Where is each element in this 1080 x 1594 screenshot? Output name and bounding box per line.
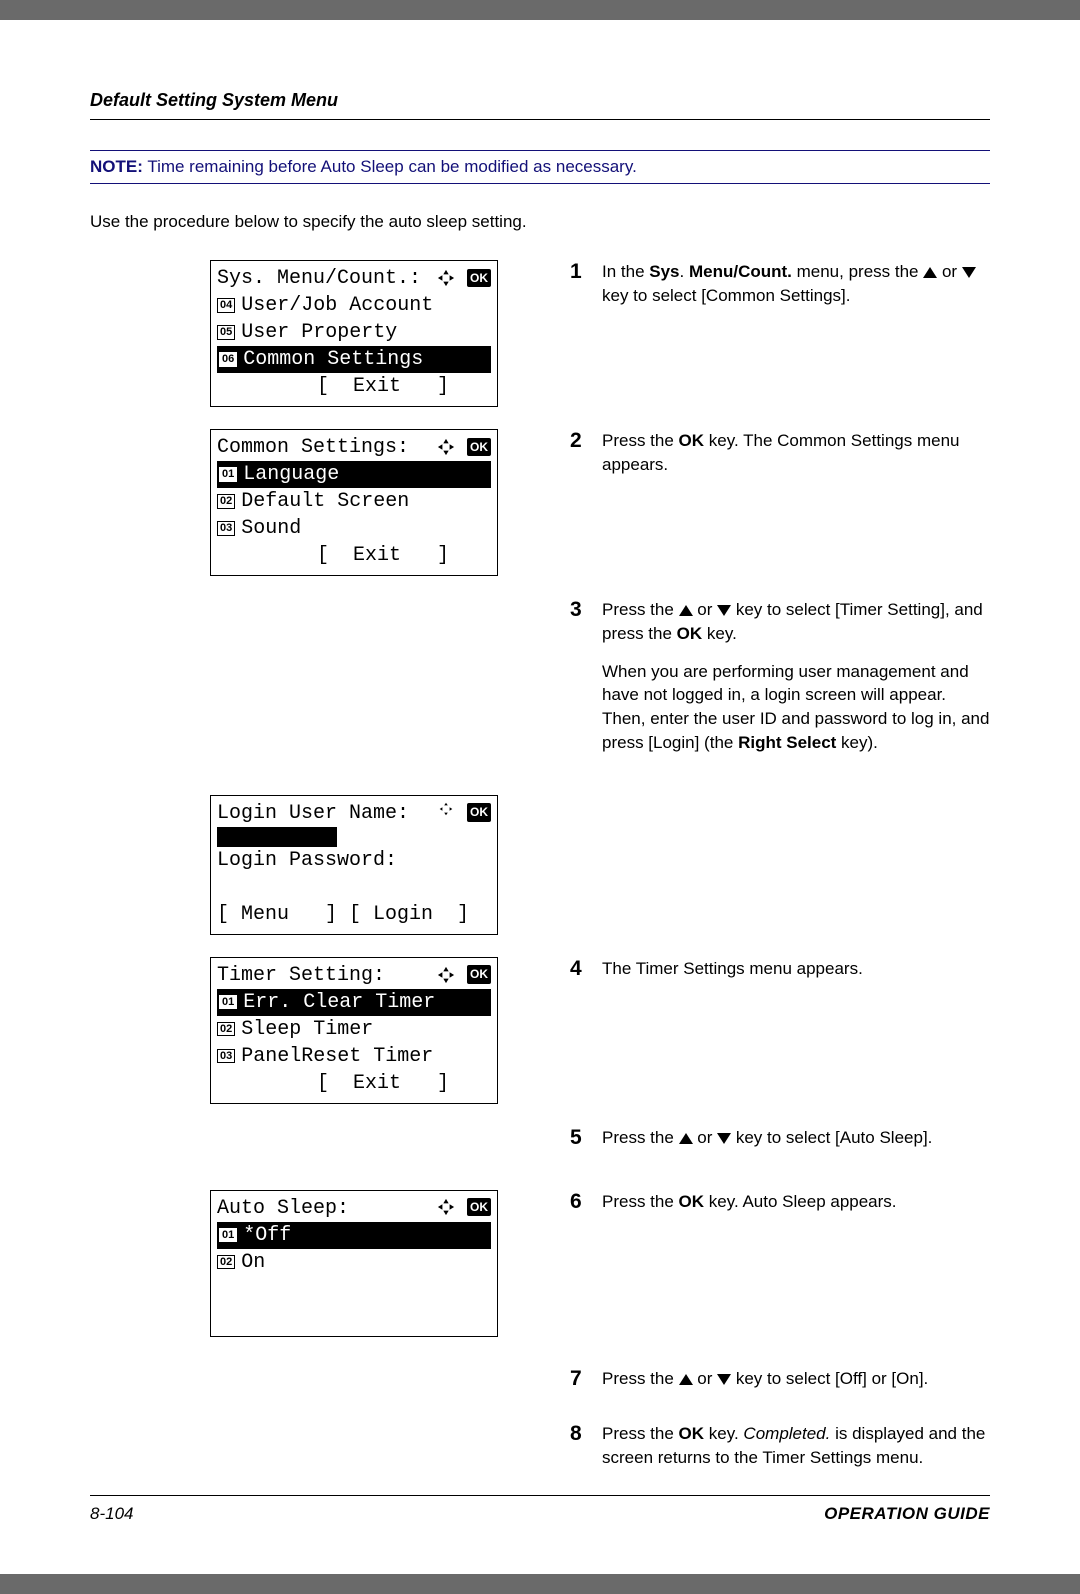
step-num-3: 3	[570, 598, 588, 769]
up-triangle-icon	[679, 1133, 693, 1144]
page-footer: 8-104 OPERATION GUIDE	[90, 1495, 990, 1524]
step-num-1: 1	[570, 260, 588, 322]
lcd1-item3: Common Settings	[243, 346, 423, 373]
step-1-text: In the Sys. Menu/Count. menu, press the …	[602, 260, 990, 322]
step-4-text: The Timer Settings menu appears.	[602, 957, 990, 995]
page-header: Default Setting System Menu	[90, 90, 990, 111]
step-num-5: 5	[570, 1126, 588, 1164]
num-badge: 02	[217, 494, 235, 508]
lcd-login: Login User Name: OK Login Password: [ Me…	[210, 795, 498, 935]
lcd3-pass: Login Password:	[217, 847, 491, 874]
ok-badge: OK	[467, 1198, 491, 1216]
step-8-text: Press the OK key. Completed. is displaye…	[602, 1422, 990, 1484]
step-num-6: 6	[570, 1190, 588, 1228]
note-label: NOTE:	[90, 157, 143, 176]
up-triangle-icon	[679, 605, 693, 616]
up-triangle-icon	[679, 1374, 693, 1385]
manual-page: Default Setting System Menu NOTE: Time r…	[0, 20, 1080, 1574]
num-badge: 05	[217, 325, 235, 339]
footer-guide: OPERATION GUIDE	[824, 1504, 990, 1524]
lcd4-title: Timer Setting:	[217, 962, 385, 989]
ok-badge: OK	[467, 803, 491, 821]
note-rule-bottom	[90, 183, 990, 184]
step-3-text: Press the or key to select [Timer Settin…	[602, 598, 990, 769]
input-cursor	[217, 827, 337, 847]
header-rule	[90, 119, 990, 120]
step-5-text: Press the or key to select [Auto Sleep].	[602, 1126, 990, 1164]
lcd1-exit: [ Exit ]	[217, 373, 491, 400]
step-2-text: Press the OK key. The Common Settings me…	[602, 429, 990, 491]
num-badge: 03	[217, 1049, 235, 1063]
step-num-4: 4	[570, 957, 588, 995]
step-6-text: Press the OK key. Auto Sleep appears.	[602, 1190, 990, 1228]
num-badge: 01	[219, 467, 237, 481]
num-badge: 01	[219, 1228, 237, 1242]
nav-cross-icon	[437, 1198, 455, 1216]
lcd-auto-sleep: Auto Sleep: OK 01 *Off 02 On	[210, 1190, 498, 1337]
lcd-timer-setting: Timer Setting: OK 01 Err. Clear Timer 02 S…	[210, 957, 498, 1104]
lcd5-item1: *Off	[243, 1222, 291, 1249]
num-badge: 03	[217, 521, 235, 535]
lcd-sys-menu: Sys. Menu/Count.: OK 04User/Job Account …	[210, 260, 498, 407]
num-badge: 01	[219, 995, 237, 1009]
num-badge: 02	[217, 1022, 235, 1036]
step-num-7: 7	[570, 1367, 588, 1405]
lcd4-exit: [ Exit ]	[217, 1070, 491, 1097]
down-triangle-icon	[962, 267, 976, 278]
nav-half-icon	[437, 802, 455, 825]
lcd4-item1: Err. Clear Timer	[243, 989, 435, 1016]
lcd1-item1: User/Job Account	[241, 292, 433, 319]
nav-cross-icon	[437, 438, 455, 456]
note-rule-top	[90, 150, 990, 151]
num-badge: 04	[217, 298, 235, 312]
lcd4-item3: PanelReset Timer	[241, 1043, 433, 1070]
lcd2-title: Common Settings:	[217, 434, 409, 461]
num-badge: 02	[217, 1255, 235, 1269]
lcd1-title: Sys. Menu/Count.:	[217, 265, 421, 292]
lcd2-item2: Default Screen	[241, 488, 409, 515]
down-triangle-icon	[717, 1133, 731, 1144]
step-num-2: 2	[570, 429, 588, 491]
up-triangle-icon	[923, 267, 937, 278]
lcd2-item3: Sound	[241, 515, 301, 542]
ok-badge: OK	[467, 438, 491, 456]
down-triangle-icon	[717, 605, 731, 616]
page-number: 8-104	[90, 1504, 133, 1524]
note-text: Time remaining before Auto Sleep can be …	[147, 157, 637, 176]
ok-badge: OK	[467, 269, 491, 287]
nav-cross-icon	[437, 966, 455, 984]
ok-badge: OK	[467, 965, 491, 983]
lcd-common-settings: Common Settings: OK 01 Language 02 Default…	[210, 429, 498, 576]
lcd3-title: Login User Name:	[217, 800, 409, 827]
lcd3-menu: [ Menu ] [ Login ]	[217, 901, 491, 928]
lcd4-item2: Sleep Timer	[241, 1016, 373, 1043]
lcd2-exit: [ Exit ]	[217, 542, 491, 569]
intro-text: Use the procedure below to specify the a…	[90, 212, 990, 232]
down-triangle-icon	[717, 1374, 731, 1385]
note-block: NOTE: Time remaining before Auto Sleep c…	[90, 150, 990, 184]
nav-cross-icon	[437, 269, 455, 287]
lcd5-title: Auto Sleep:	[217, 1195, 349, 1222]
step-num-8: 8	[570, 1422, 588, 1484]
num-badge: 06	[219, 352, 237, 366]
step-7-text: Press the or key to select [Off] or [On]…	[602, 1367, 990, 1405]
lcd5-item2: On	[241, 1249, 265, 1276]
lcd1-item2: User Property	[241, 319, 397, 346]
lcd2-item1: Language	[243, 461, 339, 488]
